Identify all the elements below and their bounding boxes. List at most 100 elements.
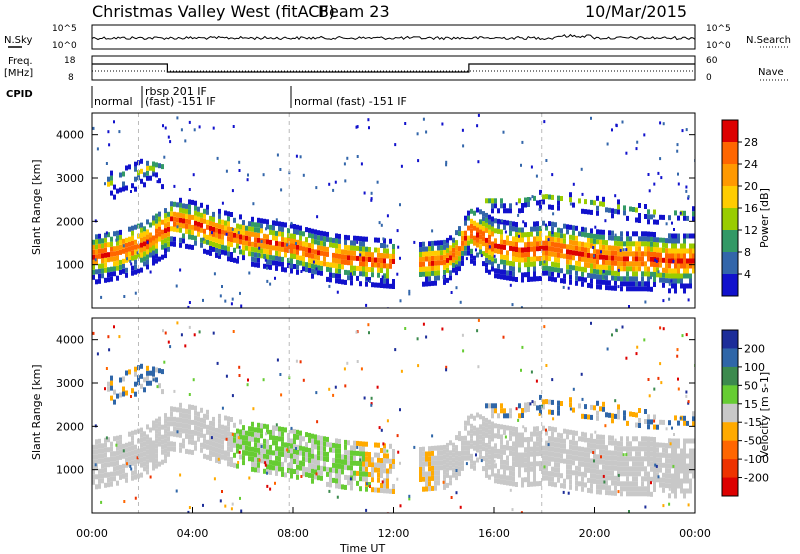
power-cell [200,202,203,208]
velocity-cell [512,461,515,467]
velocity-cell [482,436,485,442]
velocity-cell [647,414,650,420]
velocity-cell [290,473,293,479]
velocity-cell [692,453,695,459]
power-cell [587,262,590,268]
power-cell [524,252,527,258]
velocity-cell [323,451,326,457]
velocity-cell [602,454,605,460]
velocity-cell [269,487,272,491]
velocity-cell [545,470,548,476]
power-cell [545,235,548,241]
velocity-cell [323,441,326,447]
power-cell [611,255,614,261]
power-cell [611,128,613,132]
power-cell [143,182,146,188]
velocity-cell [188,404,191,410]
power-cell [506,208,509,214]
power-cell [488,254,491,260]
power-cell [179,268,182,272]
power-cell [125,165,128,171]
velocity-cell [606,347,609,351]
power-cell [653,237,656,242]
power-cell [611,213,614,219]
power-cell [617,241,620,247]
power-cell [635,271,638,277]
power-cell [674,263,677,269]
power-cell [146,160,149,166]
power-cell [210,231,213,235]
velocity-cell [548,471,551,477]
velocity-cell [194,415,197,421]
power-cell [317,255,320,261]
velocity-cell [539,461,542,466]
power-cell [605,280,608,286]
power-cell [386,273,389,279]
power-cell [95,234,98,240]
power-cell [671,221,673,225]
velocity-cell [227,421,230,427]
velocity-cell [308,472,311,478]
velocity-cell [362,471,365,477]
velocity-cell [665,443,668,449]
power-cell [170,201,173,207]
power-cell [644,241,647,247]
velocity-cell [149,457,152,463]
power-cell [203,218,206,224]
power-cell [620,256,623,262]
power-cell [455,245,458,251]
velocity-cell [113,476,116,482]
velocity-cell [92,459,95,465]
power-cell [252,202,255,206]
power-cell [569,259,572,265]
velocity-cell [386,468,389,474]
power-cell [95,279,98,285]
power-cell [266,244,269,250]
power-cell [399,299,402,303]
velocity-cell [233,442,236,448]
velocity-cell [425,456,428,462]
power-cell [659,277,662,283]
velocity-cell [365,476,368,482]
velocity-cell [182,443,185,449]
power-cell [302,231,305,237]
power-cell [152,215,155,221]
velocity-cell [95,459,98,465]
power-cell [560,278,563,284]
velocity-cell [464,435,467,441]
velocity-cell [221,434,224,440]
power-cell [164,223,167,229]
velocity-cell [587,462,590,468]
velocity-cell [539,466,542,471]
velocity-cell [552,417,555,421]
velocity-cell [580,372,583,376]
velocity-cell [365,466,368,472]
velocity-cell [239,434,242,440]
power-cell [362,246,365,252]
velocity-cell [491,456,494,462]
velocity-cell [476,412,479,418]
velocity-cell [164,428,167,434]
velocity-cell [623,486,626,492]
power-cell [355,125,358,129]
power-cell [500,229,503,235]
power-cell [621,120,624,124]
velocity-cell [98,478,101,484]
power-cell [665,258,668,264]
power-cell [279,168,282,171]
velocity-cell [434,485,437,491]
velocity-cell [146,365,149,371]
power-cell [230,237,233,242]
velocity-cell [533,466,536,472]
power-cell [251,246,254,252]
velocity-cell [329,482,332,488]
velocity-cell [216,361,219,365]
power-cell [569,239,572,245]
velocity-cell [443,469,446,475]
power-cell [185,223,188,229]
velocity-cell [647,424,650,430]
power-cell [212,231,215,237]
velocity-cell [452,452,455,458]
power-cell [314,234,317,240]
velocity-cell [296,444,299,450]
